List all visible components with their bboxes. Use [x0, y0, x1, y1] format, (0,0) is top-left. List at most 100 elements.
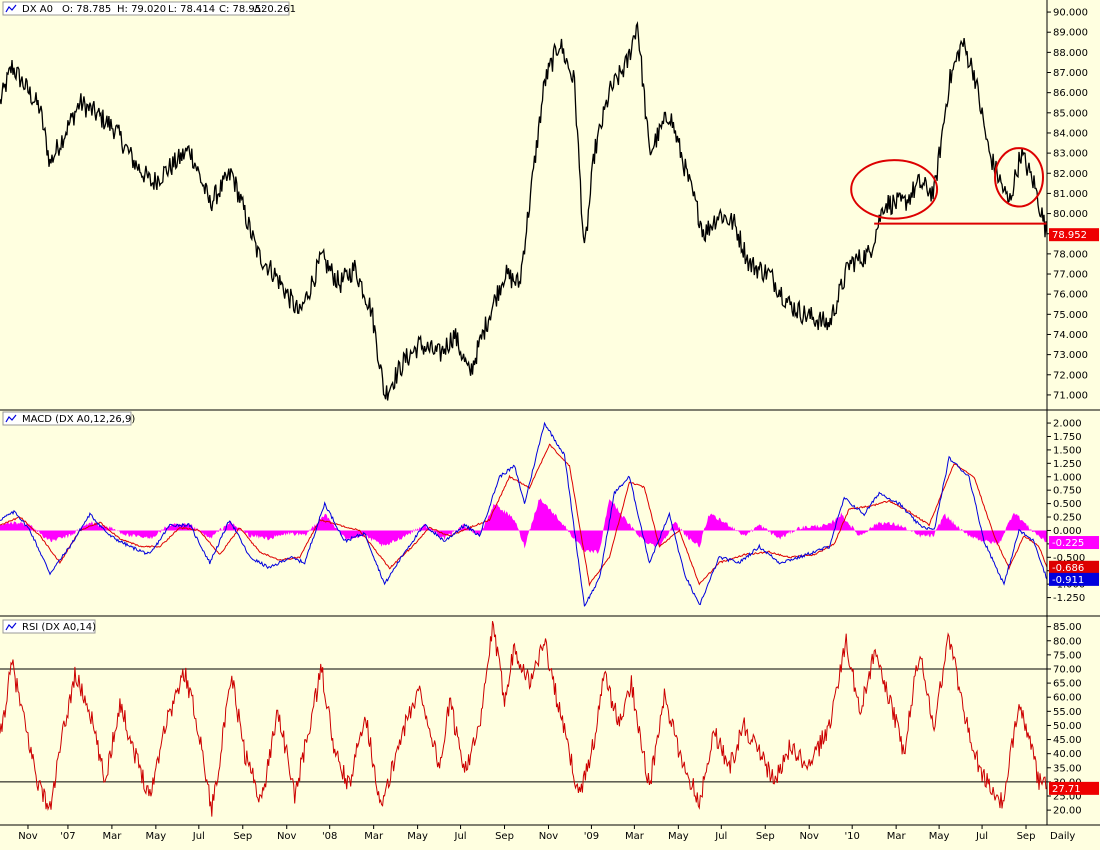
x-tick-label: '07 — [60, 831, 75, 842]
y-tick-label: 55.00 — [1053, 707, 1082, 718]
x-tick-label: Sep — [756, 831, 775, 842]
y-tick-label: 1.500 — [1053, 445, 1082, 456]
macd-last-value-tags: -0.225 -0.686-0.911 — [1049, 536, 1099, 586]
price-legend-close: C: 78.952 — [219, 4, 268, 15]
y-tick-label: 74.000 — [1053, 330, 1088, 341]
price-legend-high: H: 79.020 — [117, 4, 166, 15]
x-tick-label: Sep — [233, 831, 252, 842]
x-tick-label: May — [668, 831, 689, 842]
timeframe-label: Daily — [1050, 831, 1075, 842]
macd-legend: MACD (DX A0,12,26,9) — [2, 411, 135, 426]
x-tick-label: '09 — [584, 831, 599, 842]
annotation-circle — [850, 159, 939, 220]
y-tick-label: 0.000 — [1053, 526, 1082, 537]
y-tick-label: 85.00 — [1053, 622, 1082, 633]
x-tick-label: Mar — [887, 831, 907, 842]
y-tick-label: 75.00 — [1053, 650, 1082, 661]
macd-hist-tag-label: -0.225 — [1052, 538, 1084, 549]
y-tick-label: 1.000 — [1053, 472, 1082, 483]
y-tick-label: 77.000 — [1053, 270, 1088, 281]
price-legend-open: O: 78.785 — [62, 4, 111, 15]
annotation-circle — [994, 147, 1045, 208]
y-tick-label: 89.000 — [1053, 28, 1088, 39]
x-tick-label: Jul — [975, 831, 988, 842]
y-tick-label: 83.000 — [1053, 149, 1088, 160]
rsi-y-grid — [1047, 626, 1051, 811]
y-tick-label: 0.500 — [1053, 499, 1082, 510]
x-tick-label: Nov — [799, 831, 819, 842]
x-tick-label: Sep — [495, 831, 514, 842]
x-tick-label: Sep — [1017, 831, 1036, 842]
y-tick-label: 72.000 — [1053, 370, 1088, 381]
x-tick-label: Nov — [539, 831, 559, 842]
price-legend-low: L: 78.414 — [168, 4, 215, 15]
y-tick-label: 86.000 — [1053, 88, 1088, 99]
y-tick-label: 60.00 — [1053, 693, 1082, 704]
x-tick-label: '08 — [322, 831, 337, 842]
x-axis: Nov '07 Mar May Jul Sep Nov '08 Mar May Jul Sep Nov '… — [18, 825, 1075, 842]
rsi-tag-box — [1049, 781, 1099, 795]
macd-signal-line — [0, 443, 1048, 587]
y-tick-label: 90.000 — [1053, 8, 1088, 19]
price-legend-change: Δ: 0.261 — [254, 4, 296, 15]
rsi-line — [0, 620, 1048, 817]
y-tick-label: 71.000 — [1053, 390, 1088, 401]
x-tick-label: Mar — [625, 831, 645, 842]
rsi-legend-label: RSI (DX A0,14) — [22, 622, 96, 633]
rsi-panel: 20.0025.0030.0035.0040.0045.0050.0055.00… — [0, 620, 1099, 817]
macd-line — [0, 421, 1048, 607]
y-tick-label: 80.000 — [1053, 209, 1088, 220]
price-legend-box — [2, 1, 290, 16]
macd-histogram — [0, 498, 1047, 554]
macd-signal-tag-label: -0.686 — [1052, 563, 1084, 574]
y-tick-label: 35.00 — [1053, 763, 1082, 774]
y-tick-label: 75.000 — [1053, 310, 1088, 321]
macd-legend-box — [2, 411, 132, 426]
macd-signal-tag-box — [1049, 560, 1099, 574]
y-tick-label: -0.500 — [1053, 553, 1085, 564]
y-tick-label: 1.750 — [1053, 432, 1082, 443]
x-tick-label: May — [929, 831, 950, 842]
x-tick-label: May — [146, 831, 167, 842]
price-y-ticks: 71.000 72.000 73.000 74.000 75.000 76.000 77.0… — [1053, 8, 1088, 402]
macd-line-tag-box — [1049, 572, 1099, 586]
y-tick-label: 73.000 — [1053, 350, 1088, 361]
y-tick-label: -1.250 — [1053, 593, 1085, 604]
rsi-legend-box — [2, 619, 96, 634]
line-chart-icon — [5, 414, 17, 423]
y-tick-label: 1.250 — [1053, 459, 1082, 470]
price-tag-box — [1049, 228, 1099, 242]
y-tick-label: 76.000 — [1053, 290, 1088, 301]
price-last-value-tag: 78.952 — [1049, 228, 1099, 242]
y-tick-label: 84.000 — [1053, 128, 1088, 139]
x-tick-label: May — [407, 831, 428, 842]
macd-hist-tag-box — [1049, 536, 1099, 550]
x-tick-label: Jul — [454, 831, 467, 842]
price-panel: 71.000 72.000 73.000 74.000 75.000 76.000 77.0… — [0, 8, 1099, 402]
rsi-tag-label: 27.71 — [1052, 784, 1081, 795]
y-tick-label: 78.000 — [1053, 249, 1088, 260]
y-tick-label: 80.00 — [1053, 636, 1082, 647]
price-series-line — [0, 21, 1048, 401]
rsi-legend: RSI (DX A0,14) — [2, 619, 96, 634]
price-legend: DX A0 O: 78.785 H: 79.020 L: 78.414 C: 7… — [2, 1, 296, 16]
price-tag-label: 78.952 — [1052, 230, 1087, 241]
y-tick-label: 65.00 — [1053, 679, 1082, 690]
y-tick-label: 85.000 — [1053, 108, 1088, 119]
x-tick-label: Mar — [102, 831, 122, 842]
y-tick-label: 25.00 — [1053, 792, 1082, 803]
macd-legend-label: MACD (DX A0,12,26,9) — [22, 414, 135, 425]
y-tick-label: 87.000 — [1053, 68, 1088, 79]
y-tick-label: 0.250 — [1053, 513, 1082, 524]
x-tick-label: Mar — [364, 831, 384, 842]
y-tick-label: 70.00 — [1053, 664, 1082, 675]
y-tick-label: 50.00 — [1053, 721, 1082, 732]
y-tick-label: 88.000 — [1053, 48, 1088, 59]
price-annotations — [850, 147, 1047, 225]
y-tick-label: 82.000 — [1053, 169, 1088, 180]
y-tick-label: 0.750 — [1053, 486, 1082, 497]
macd-line-tag-label: -0.911 — [1052, 575, 1084, 586]
rsi-last-value-tag: 27.71 — [1049, 781, 1099, 795]
